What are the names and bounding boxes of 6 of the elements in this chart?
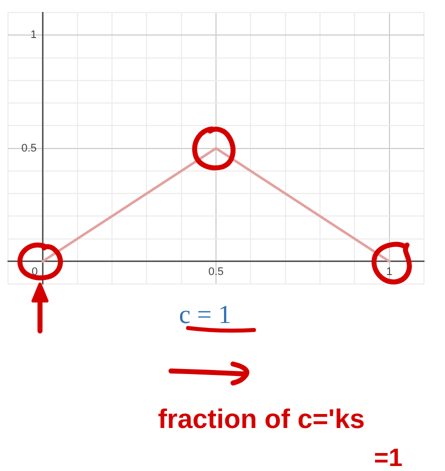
text: =1 <box>374 444 403 471</box>
x-tick-label: 0 <box>32 266 38 278</box>
x-tick-label: 1 <box>386 266 392 278</box>
text: c = 1 <box>179 300 232 330</box>
text: fraction of c='ks <box>158 404 365 435</box>
x-tick-label: 0.5 <box>208 266 224 278</box>
